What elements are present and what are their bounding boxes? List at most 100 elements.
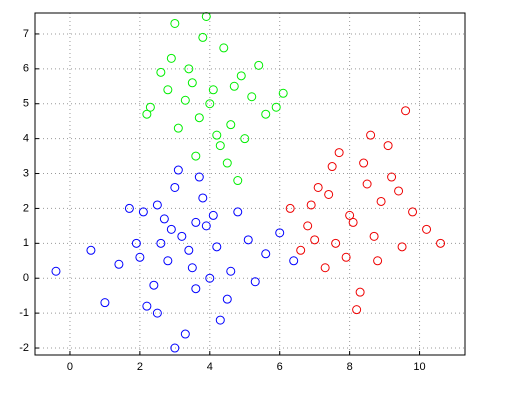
point xyxy=(324,189,334,199)
point xyxy=(142,109,152,119)
point xyxy=(229,81,239,91)
point xyxy=(401,106,411,116)
y-tick-label: 7 xyxy=(23,28,29,40)
point xyxy=(310,235,320,245)
point xyxy=(261,249,271,259)
point xyxy=(100,298,110,308)
x-tick-label: 10 xyxy=(413,361,425,373)
point xyxy=(219,43,229,53)
point xyxy=(397,242,407,252)
point xyxy=(222,158,232,168)
plot-frame xyxy=(34,12,466,356)
x-tick-label: 4 xyxy=(207,361,213,373)
point xyxy=(334,148,344,158)
point xyxy=(341,252,351,262)
point xyxy=(201,221,211,231)
point xyxy=(184,245,194,255)
point xyxy=(152,308,162,318)
point xyxy=(320,263,330,273)
y-tick-label: 3 xyxy=(23,167,29,179)
point xyxy=(296,245,306,255)
x-tick-label: 6 xyxy=(277,361,283,373)
point xyxy=(422,224,432,234)
point xyxy=(331,238,341,248)
y-tick-label: 6 xyxy=(23,63,29,75)
point xyxy=(327,162,337,172)
point xyxy=(355,287,365,297)
point xyxy=(233,176,243,186)
point xyxy=(222,294,232,304)
point xyxy=(366,130,376,140)
point xyxy=(250,277,260,287)
point xyxy=(376,196,386,206)
point xyxy=(191,217,201,227)
point xyxy=(191,151,201,161)
point xyxy=(236,71,246,81)
point xyxy=(177,231,187,241)
point xyxy=(205,273,215,283)
point xyxy=(180,329,190,339)
point xyxy=(275,228,285,238)
point xyxy=(313,182,323,192)
point xyxy=(208,85,218,95)
point xyxy=(170,182,180,192)
point xyxy=(173,165,183,175)
point xyxy=(86,245,96,255)
point xyxy=(198,193,208,203)
point xyxy=(362,179,372,189)
point xyxy=(187,263,197,273)
point xyxy=(194,113,204,123)
point xyxy=(212,130,222,140)
point xyxy=(124,203,134,213)
point xyxy=(289,256,299,266)
point xyxy=(201,11,211,21)
point xyxy=(114,259,124,269)
point xyxy=(261,109,271,119)
point xyxy=(180,95,190,105)
point xyxy=(135,252,145,262)
y-tick-label: 2 xyxy=(23,202,29,214)
point xyxy=(285,203,295,213)
point xyxy=(51,266,61,276)
point xyxy=(156,238,166,248)
point xyxy=(173,123,183,133)
point xyxy=(387,172,397,182)
y-tick-label: 1 xyxy=(23,237,29,249)
point xyxy=(226,120,236,130)
point xyxy=(187,78,197,88)
point xyxy=(149,280,159,290)
x-tick-label: 0 xyxy=(67,361,73,373)
point xyxy=(303,221,313,231)
point xyxy=(198,32,208,42)
point xyxy=(212,242,222,252)
point xyxy=(408,207,418,217)
y-tick-label: -1 xyxy=(19,307,29,319)
point xyxy=(240,134,250,144)
point xyxy=(271,102,281,112)
point xyxy=(348,217,358,227)
x-tick-label: 2 xyxy=(137,361,143,373)
point xyxy=(170,18,180,28)
point xyxy=(163,256,173,266)
point xyxy=(184,64,194,74)
point xyxy=(131,238,141,248)
point xyxy=(436,238,446,248)
point xyxy=(306,200,316,210)
point xyxy=(247,92,257,102)
point xyxy=(159,214,169,224)
point xyxy=(208,210,218,220)
point xyxy=(352,305,362,315)
point xyxy=(215,315,225,325)
point xyxy=(166,224,176,234)
point xyxy=(394,186,404,196)
point xyxy=(373,256,383,266)
point xyxy=(163,85,173,95)
point xyxy=(254,60,264,70)
point xyxy=(156,67,166,77)
y-tick-label: -2 xyxy=(19,342,29,354)
y-tick-label: 0 xyxy=(23,272,29,284)
point xyxy=(243,235,253,245)
point xyxy=(345,210,355,220)
